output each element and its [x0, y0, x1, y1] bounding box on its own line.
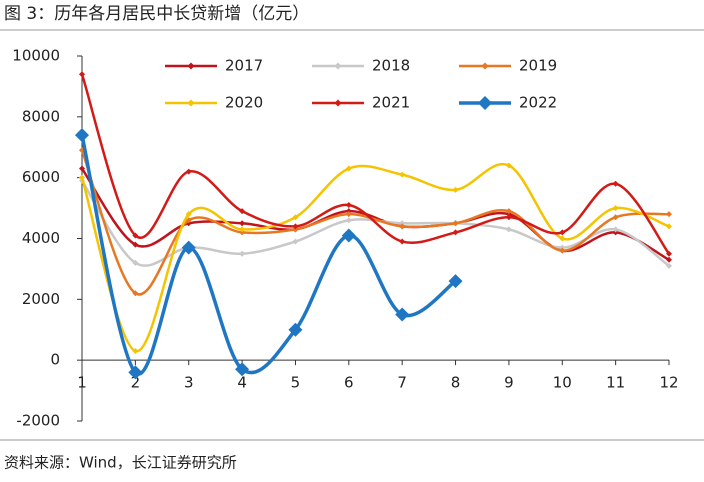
point-marker — [239, 226, 246, 233]
point-marker — [559, 247, 566, 254]
point-marker — [612, 180, 619, 187]
x-tick-label: 2 — [131, 374, 141, 392]
point-marker — [185, 211, 192, 218]
point-marker — [452, 220, 459, 227]
y-tick-label: 2000 — [22, 290, 60, 308]
y-tick-label: 10000 — [12, 47, 60, 65]
point-marker — [239, 220, 246, 227]
point-marker — [292, 226, 299, 233]
point-marker — [452, 186, 459, 193]
x-tick-label: 5 — [291, 374, 301, 392]
point-marker — [505, 208, 512, 215]
point-marker — [612, 214, 619, 221]
point-marker — [612, 226, 619, 233]
chart-title: 图 3：历年各月居民中长贷新增（亿元） — [4, 4, 309, 24]
x-tick-label: 11 — [606, 374, 625, 392]
y-tick-label: 6000 — [22, 168, 60, 186]
legend-label: 2022 — [519, 94, 557, 112]
point-marker — [505, 214, 512, 221]
x-tick-label: 8 — [451, 374, 461, 392]
point-marker — [288, 322, 303, 337]
point-marker — [559, 235, 566, 242]
point-marker — [132, 232, 139, 239]
point-marker — [448, 274, 463, 289]
point-marker — [395, 307, 410, 322]
legend-label: 2020 — [225, 94, 263, 112]
point-marker — [185, 168, 192, 175]
point-marker — [181, 240, 196, 255]
legend-marker — [481, 62, 489, 70]
legend-marker — [478, 96, 492, 110]
point-marker — [666, 250, 672, 257]
point-marker — [399, 223, 406, 230]
series-line — [80, 134, 457, 376]
legend-label: 2017 — [225, 57, 263, 75]
legend-marker — [334, 62, 342, 70]
point-marker — [79, 174, 85, 181]
x-tick-label: 7 — [397, 374, 407, 392]
point-marker — [559, 229, 566, 236]
x-tick-label: 9 — [504, 374, 514, 392]
point-marker — [185, 217, 192, 224]
x-tick-label: 6 — [344, 374, 354, 392]
point-marker — [559, 244, 566, 251]
point-marker — [345, 202, 352, 209]
point-marker — [292, 223, 299, 230]
point-marker — [666, 211, 672, 218]
x-tick-label: 4 — [237, 374, 247, 392]
point-marker — [666, 223, 672, 230]
point-marker — [399, 220, 406, 227]
point-marker — [239, 250, 246, 257]
point-marker — [239, 208, 246, 215]
point-marker — [132, 348, 139, 355]
point-marker — [79, 165, 85, 172]
point-marker — [239, 229, 246, 236]
legend-label: 2018 — [372, 57, 410, 75]
point-marker — [399, 171, 406, 178]
y-tick-label: -2000 — [16, 412, 60, 430]
point-marker — [612, 205, 619, 212]
y-tick-label: 4000 — [22, 229, 60, 247]
point-marker — [399, 238, 406, 245]
point-marker — [132, 290, 139, 297]
point-marker — [345, 211, 352, 218]
point-marker — [345, 217, 352, 224]
source: 资料来源：Wind，长江证券研究所 — [4, 454, 237, 472]
point-marker — [505, 226, 512, 233]
point-marker — [666, 256, 672, 263]
point-marker — [345, 165, 352, 172]
point-marker — [79, 71, 85, 78]
legend-marker — [187, 62, 195, 70]
legend-marker — [334, 99, 342, 107]
x-tick-label: 12 — [659, 374, 678, 392]
point-marker — [505, 162, 512, 169]
point-marker — [292, 238, 299, 245]
x-tick-label: 1 — [77, 374, 87, 392]
point-marker — [75, 128, 89, 143]
x-tick-label: 10 — [553, 374, 572, 392]
legend-label: 2019 — [519, 57, 557, 75]
x-tick-label: 3 — [184, 374, 194, 392]
point-marker — [452, 229, 459, 236]
point-marker — [128, 365, 143, 380]
point-marker — [345, 208, 352, 215]
y-tick-label: 8000 — [22, 107, 60, 125]
legend-marker — [187, 99, 195, 107]
point-marker — [666, 262, 672, 269]
point-marker — [132, 241, 139, 248]
y-tick-label: 0 — [50, 351, 60, 369]
series-line — [80, 162, 670, 353]
point-marker — [235, 362, 250, 377]
legend-label: 2021 — [372, 94, 410, 112]
point-marker — [341, 228, 356, 243]
series-line — [80, 73, 671, 255]
point-marker — [132, 259, 139, 266]
point-marker — [292, 214, 299, 221]
